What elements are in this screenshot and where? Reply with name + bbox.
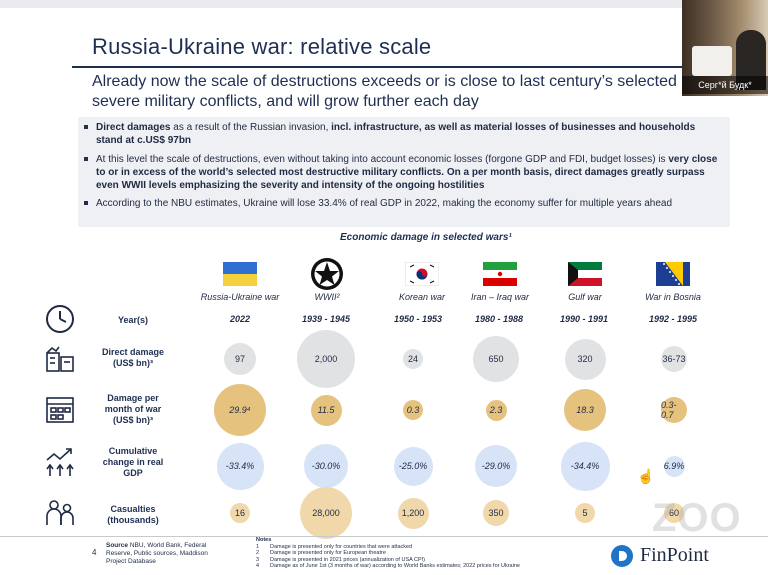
iran-flag-icon [483, 262, 517, 286]
casualties-bubble: 28,000 [300, 487, 352, 539]
damage-per-month-bubble: 0.3 [403, 400, 423, 420]
column-name: WWII² [314, 292, 340, 302]
clock-icon [46, 305, 74, 333]
gdp-change-bubble: -25.0% [393, 446, 433, 486]
finpoint-logo-icon [611, 545, 633, 567]
page-title: Russia-Ukraine war: relative scale [92, 34, 432, 59]
gdp-change-bubble: -34.4% [560, 441, 610, 491]
damage-per-month-bubble: 0.3-0.7 [661, 397, 687, 423]
page-subtitle: Already now the scale of destructions ex… [92, 73, 717, 110]
footnote: 2 Damage is presented only for European t… [256, 550, 386, 557]
key-points-box: Direct damages as a result of the Russia… [78, 117, 730, 227]
year-value: 2022 [229, 314, 251, 324]
column-name: Korean war [398, 292, 446, 302]
footer-divider [0, 536, 768, 537]
bullet-marker [84, 125, 88, 129]
finpoint-logo-text: FinPoint [640, 544, 709, 566]
column-name: Russia-Ukraine war [200, 292, 280, 302]
damage-per-month-bubble: 2.3 [485, 399, 507, 421]
gdp-change-bubble: 6.9% [663, 455, 685, 477]
top-bar [0, 0, 768, 8]
footnote: 3 Damage is presented in 2021 prices (ann… [256, 556, 426, 563]
ukraine-flag-icon [223, 262, 257, 286]
bullet-nbu-estimate: According to the NBU estimates, Ukraine … [84, 197, 724, 210]
calendar-damage-icon [46, 397, 74, 423]
casualties-bubble: 1,200 [397, 497, 429, 529]
footnotes: Notes 1 Damage is presented only for coun… [256, 537, 596, 570]
casualties-bubble: 350 [483, 500, 509, 526]
row-label-gdp-change: Cumulative change in real GDP [102, 446, 164, 478]
year-value: 1980 - 1988 [474, 314, 524, 324]
south-korea-flag-icon [405, 262, 439, 286]
year-value: 1950 - 1953 [393, 314, 443, 324]
bullet-marker [84, 201, 88, 205]
column-name: Gulf war [568, 292, 602, 302]
title-divider [72, 66, 684, 68]
growth-decline-arrows-icon [46, 448, 74, 476]
gdp-change-bubble: -33.4% [216, 442, 264, 490]
direct-damage-bubble: 24 [403, 349, 423, 369]
destroyed-building-icon [46, 346, 74, 372]
row-label-casualties: Casualties (thousands) [107, 504, 159, 525]
direct-damage-bubble: 320 [564, 338, 606, 380]
year-value: 1990 - 1991 [559, 314, 609, 324]
direct-damage-bubble: 97 [224, 343, 256, 375]
direct-damage-bubble: 2,000 [297, 330, 355, 388]
column-name: War in Bosnia [645, 292, 701, 302]
year-value: 1939 - 1945 [301, 314, 351, 324]
page-number: 4 [92, 548, 97, 557]
direct-damage-bubble: 36-73 [661, 346, 687, 372]
chart-title: Economic damage in selected wars¹ [340, 232, 512, 243]
kuwait-flag-icon [568, 262, 602, 286]
damage-per-month-bubble: 18.3 [564, 389, 606, 431]
source-note: Source NBU, World Bank, Federal Reserve,… [106, 542, 208, 565]
row-label-direct-damage: Direct damage (US$ bn)³ [101, 347, 165, 368]
soldiers-icon [46, 500, 74, 525]
column-name: Iran – Iraq war [470, 292, 530, 302]
video-papers [692, 46, 732, 76]
star-emblem-icon [311, 258, 343, 290]
bosnia-flag-icon [656, 262, 690, 286]
gdp-change-bubble: -29.0% [475, 445, 517, 487]
casualties-bubble: 60 [664, 503, 684, 523]
casualties-bubble: 16 [230, 503, 250, 523]
bullet-direct-damages: Direct damages as a result of the Russia… [84, 121, 724, 147]
row-label-damage-per-month: Damage per month of war (US$ bn)³ [104, 393, 162, 425]
year-value: 1992 - 1995 [648, 314, 698, 324]
bullet-scale-comparison: At this level the scale of destructions,… [84, 153, 724, 192]
hand-cursor-icon: ☝ [637, 468, 655, 484]
row-label-years: Year(s) [117, 315, 149, 325]
damage-per-month-bubble: 29.9⁴ [214, 384, 266, 436]
footnote: 1 Damage is presented only for countries … [256, 543, 413, 550]
bullet-marker [84, 157, 88, 161]
direct-damage-bubble: 650 [473, 336, 519, 382]
participant-video-tile[interactable]: Серг*й Будк* [682, 0, 768, 96]
damage-per-month-bubble: 11.5 [310, 394, 342, 426]
footnote: 4 Damage as of June 1st (3 months of war)… [256, 563, 520, 570]
gdp-change-bubble: -30.0% [304, 444, 348, 488]
participant-name-label: Серг*й Будк* [682, 76, 768, 94]
casualties-bubble: 5 [575, 503, 595, 523]
zoom-watermark: ZOO [652, 496, 742, 540]
